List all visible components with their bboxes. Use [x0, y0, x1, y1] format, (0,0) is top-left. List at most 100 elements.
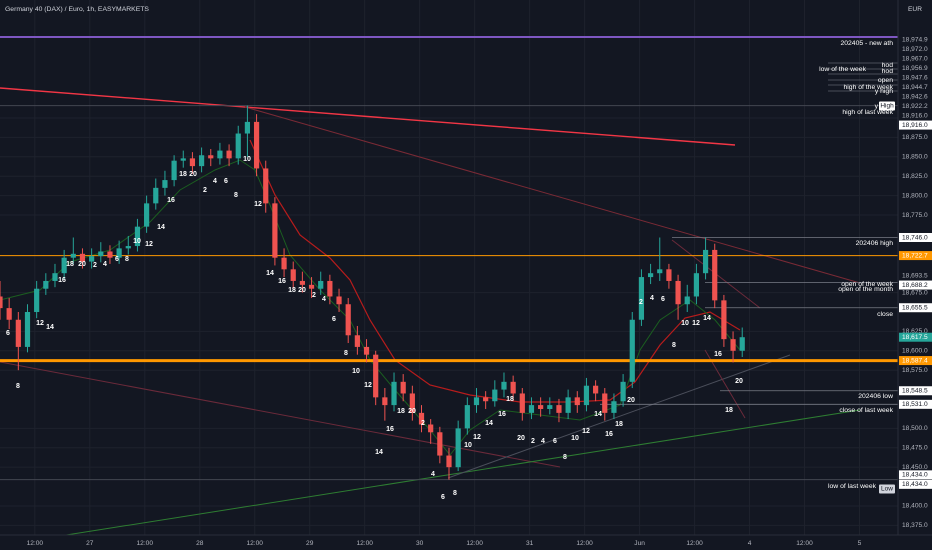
level-label: open	[878, 77, 893, 84]
candle-count: 6	[661, 296, 665, 303]
price-badge-text: 18,922.2	[902, 103, 928, 110]
candle-count: 16	[167, 197, 175, 204]
candle-count: 8	[453, 490, 457, 497]
candle-body	[611, 401, 617, 413]
candle-body	[244, 121, 251, 134]
y-tick-label: 18,850.0	[902, 154, 928, 161]
x-tick-label: 12:00	[137, 540, 154, 547]
price-badge: 18,974.9	[899, 35, 932, 45]
candle-body	[739, 337, 745, 351]
candle-body	[629, 319, 635, 382]
candle-count: 4	[103, 261, 107, 268]
price-badge-text: 18,434.0	[902, 481, 928, 488]
candle-count: 12	[145, 241, 153, 248]
candle-body	[15, 319, 21, 347]
candle-body	[34, 288, 40, 312]
level-label: 202406 low	[858, 393, 893, 400]
price-badge-text: 18,693.5	[902, 272, 928, 279]
candle-body	[684, 296, 690, 305]
price-badge-text: 18,531.0	[902, 401, 928, 408]
candle-count: 10	[681, 320, 689, 327]
candle-count: 12	[582, 428, 590, 435]
marker-bg	[879, 101, 895, 111]
y-tick-label: 18,475.0	[902, 445, 928, 452]
candle-count: 8	[16, 383, 20, 390]
y-tick-label: 18,675.0	[902, 289, 928, 296]
candle-body	[52, 273, 58, 281]
price-badge-text: 18,916.0	[902, 112, 928, 119]
candle-count: 10	[243, 156, 251, 163]
price-badge-bg	[899, 101, 932, 111]
price-badge-bg	[899, 470, 932, 480]
candle-count: 18	[397, 408, 405, 415]
candle-body	[647, 273, 654, 278]
price-badge-bg	[899, 63, 932, 73]
marker: High	[879, 101, 895, 111]
candle-body	[730, 339, 736, 351]
candle-count: 8	[672, 342, 676, 349]
price-badge: 18,916.0	[899, 111, 932, 121]
candle-count: 6	[6, 330, 10, 337]
y-tick-label: 18,825.0	[902, 173, 928, 180]
candle-body	[226, 150, 232, 159]
candle-body	[208, 155, 214, 159]
candle-body	[391, 381, 397, 406]
candle-count: 20	[627, 397, 635, 404]
candle-count: 14	[157, 224, 165, 231]
levels: 202405 - new ath hod low of the week hod ope…	[0, 40, 898, 494]
candle-body	[70, 253, 76, 258]
x-tick-label: 28	[196, 540, 204, 547]
candle-body	[345, 304, 351, 336]
candle-body	[189, 158, 196, 167]
candle-body	[263, 168, 269, 204]
price-badge: 18,434.0	[899, 470, 932, 480]
candle-body	[308, 284, 315, 289]
candle-body	[565, 397, 571, 413]
candle-count: 14	[594, 411, 602, 418]
price-badge-text: 18,587.4	[902, 357, 928, 364]
candle-count: 6	[553, 438, 557, 445]
candle-body	[382, 397, 388, 406]
price-badge: 18,722.7	[899, 251, 932, 261]
price-badge-text: 18,972.0	[902, 46, 928, 53]
candle-count: 4	[431, 471, 435, 478]
candle-count: 18	[66, 261, 74, 268]
candle-body	[483, 397, 489, 402]
trendline	[59, 409, 861, 537]
candle-body	[318, 280, 324, 289]
price-badge-bg	[899, 120, 932, 130]
candle-body	[327, 280, 333, 297]
candle-body	[98, 251, 104, 257]
x-tick-label: 27	[86, 540, 94, 547]
candle-body	[547, 405, 553, 409]
y-tick-label: 18,500.0	[902, 425, 928, 432]
candle-body	[538, 405, 544, 409]
candle-count: 20	[78, 261, 86, 268]
price-badge-bg	[899, 356, 932, 366]
level-label: high of the week	[844, 84, 894, 91]
x-tick-label: 12:00	[246, 540, 263, 547]
price-badge-bg	[899, 303, 932, 313]
y-tick-label: 18,575.0	[902, 367, 928, 374]
level-label: hod	[882, 68, 894, 75]
y-tick-label: 18,625.0	[902, 328, 928, 335]
candle-count: 16	[386, 426, 394, 433]
candle-body	[464, 405, 470, 429]
level-ticks	[828, 62, 898, 92]
price-badge: 18,548.5	[899, 386, 932, 396]
candle-count: 2	[421, 420, 425, 427]
currency: EUR	[908, 6, 922, 13]
candle-count: 10	[133, 238, 141, 245]
candle-count: 4	[322, 296, 326, 303]
candle-body	[583, 385, 590, 406]
candle-count: 2	[531, 438, 535, 445]
candle-body	[409, 393, 415, 413]
candle-count: 12	[364, 382, 372, 389]
price-badge-bg	[899, 399, 932, 409]
candle-body	[528, 405, 535, 413]
price-badge-text: 18,947.6	[902, 74, 928, 81]
x-tick-label: 12:00	[686, 540, 703, 547]
price-badge-text: 18,617.5	[902, 334, 928, 341]
x-tick-label: 12:00	[576, 540, 593, 547]
